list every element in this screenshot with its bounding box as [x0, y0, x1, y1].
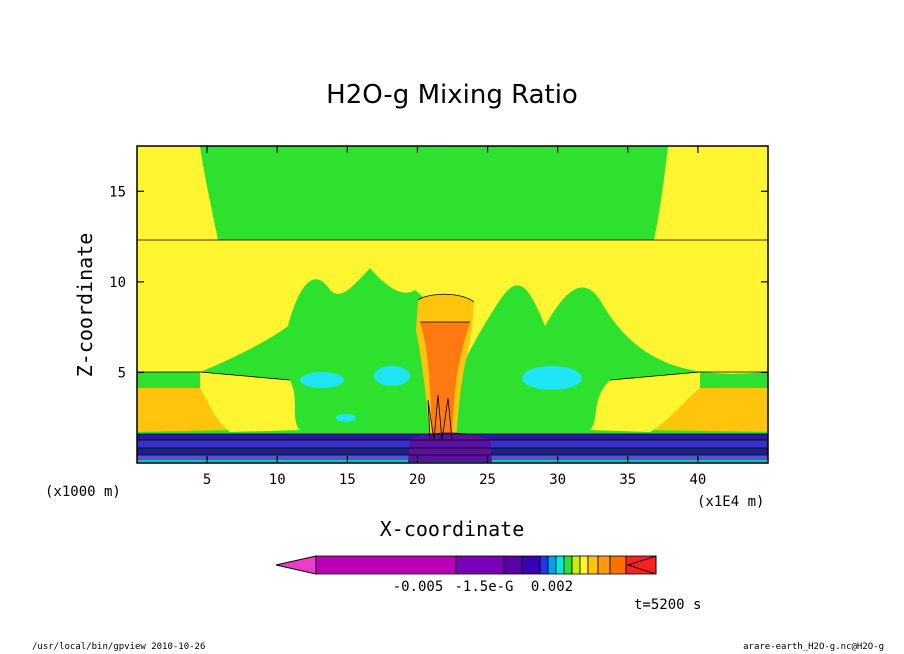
upper-left-yellow-region [137, 146, 218, 240]
footer-left: /usr/local/bin/gpview 2010-10-26 [32, 642, 206, 652]
colorbar-segment [563, 555, 573, 575]
time-label: t=5200 s [634, 597, 701, 613]
colorbar-segment [587, 555, 599, 575]
x-tick-label: 15 [339, 472, 356, 488]
colorbar-segment [539, 555, 549, 575]
left-cyan-cell [300, 372, 344, 388]
colorbar-tick-label-1: -0.005 [393, 579, 444, 595]
colorbar-segment [555, 555, 565, 575]
lower-right-yellow-region [590, 372, 700, 432]
x-unit-left: (x1000 m) [45, 484, 121, 500]
y-tick-label: 5 [118, 365, 126, 381]
y-axis-ticks: 5 10 15 [109, 184, 768, 381]
x-tick-label: 5 [203, 472, 211, 488]
lower-right-orange-region [650, 388, 768, 432]
colorbar-segment [547, 555, 557, 575]
footer-right: arare-earth_H2O-g.nc@H2O-g [743, 642, 884, 652]
chart-title: H2O-g Mixing Ratio [326, 80, 578, 110]
convective-core-orange [420, 322, 470, 440]
x-tick-label: 25 [479, 472, 496, 488]
x-tick-label: 20 [409, 472, 426, 488]
x-tick-label: 35 [619, 472, 636, 488]
plot-frame [136, 145, 769, 464]
x-tick-label: 40 [689, 472, 706, 488]
small-cyan-cell [336, 414, 356, 422]
colorbar-segment [521, 555, 541, 575]
colorbar-segment [571, 555, 581, 575]
surface-purple-anomaly [408, 432, 492, 462]
colorbar-tick-label-2: -1.5e-G [454, 579, 513, 595]
colorbar-segment [503, 555, 523, 575]
right-cyan-cell [522, 366, 582, 390]
colorbar-low-arrow [275, 555, 317, 575]
colorbar-segment [597, 555, 611, 575]
colorbar-segment [315, 555, 457, 575]
colorbar-high-arrow [626, 555, 657, 575]
colorbar [275, 555, 657, 575]
x-tick-label: 30 [549, 472, 566, 488]
y-axis-label: Z-coordinate [73, 233, 97, 378]
x-axis-label: X-coordinate [380, 517, 525, 541]
lower-left-orange-region [137, 388, 230, 432]
x-tick-label: 10 [269, 472, 286, 488]
colorbar-segment [579, 555, 589, 575]
colorbar-segment [609, 555, 627, 575]
colorbar-segment [455, 555, 505, 575]
lower-left-yellow-region [200, 372, 300, 432]
middle-cyan-cell [374, 366, 410, 386]
y-tick-label: 15 [109, 184, 126, 200]
x-unit-right: (x1E4 m) [697, 494, 764, 510]
plot-area [137, 146, 768, 463]
contour-lines [137, 239, 768, 456]
y-tick-label: 10 [109, 275, 126, 291]
x-axis-ticks: 5 10 15 20 25 30 35 40 [203, 146, 706, 488]
colorbar-tick-label-3: 0.002 [531, 579, 573, 595]
upper-right-yellow-region [654, 146, 768, 240]
